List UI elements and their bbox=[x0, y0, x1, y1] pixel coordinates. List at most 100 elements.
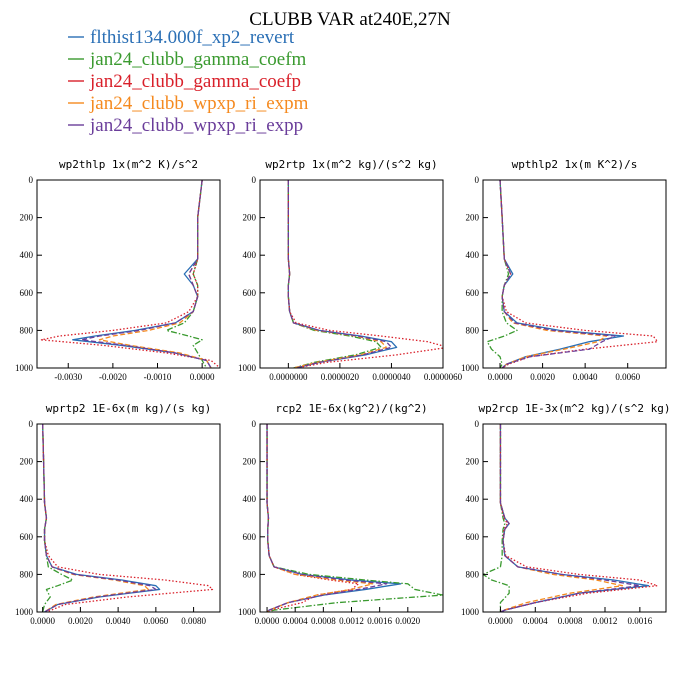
plot-frame bbox=[482, 423, 667, 613]
series-line-jan24-clubb-wpxp-ri-expm bbox=[499, 180, 608, 368]
legend-label-3: jan24_clubb_gamma_coefp bbox=[89, 71, 301, 92]
legend: flthist134.000f_xp2_revert jan24_clubb_ga… bbox=[68, 27, 309, 136]
x-tick-label: 0.0020 bbox=[68, 616, 93, 626]
x-tick-label: 0.0000 bbox=[488, 616, 513, 626]
series-line-jan24-clubb-wpxp-ri-expp bbox=[80, 180, 212, 368]
plot-frame bbox=[259, 423, 444, 613]
panel-6: wp2rcp 1E-3x(m^2 kg)/(s^2 kg) 0 200 400 600 8… bbox=[461, 402, 671, 626]
x-tick-label: 0.0060 bbox=[615, 372, 640, 382]
plot-frame bbox=[482, 179, 667, 369]
y-tick-label: 200 bbox=[243, 213, 257, 223]
series-line-jan24-clubb-gamma-coefp bbox=[42, 424, 214, 612]
x-tick-label: 0.0000 bbox=[488, 372, 513, 382]
y-tick-label: 200 bbox=[20, 457, 34, 467]
x-tick-label: 0.0080 bbox=[181, 616, 206, 626]
x-tick-label: 0.0020 bbox=[395, 616, 420, 626]
panel-1: wp2thlp 1x(m^2 K)/s^2 0 200 400 600 800 1000 -0… bbox=[15, 158, 221, 382]
series-line-flthist134-000f-xp2-revert bbox=[287, 180, 398, 368]
y-tick-label: 400 bbox=[243, 250, 257, 260]
series-line-jan24-clubb-wpxp-ri-expp bbox=[499, 180, 616, 368]
x-tick-label: 0.0008 bbox=[558, 616, 583, 626]
y-tick-label: 800 bbox=[243, 569, 257, 579]
x-tick-label: 0.0012 bbox=[339, 616, 364, 626]
series-line-jan24-clubb-wpxp-ri-expm bbox=[287, 180, 387, 368]
x-tick-label: 0.0016 bbox=[367, 616, 392, 626]
y-tick-label: 600 bbox=[20, 288, 34, 298]
series-line-jan24-clubb-wpxp-ri-expm bbox=[98, 180, 212, 368]
y-tick-label: 0 bbox=[29, 175, 34, 185]
x-tick-label: 0.0020 bbox=[530, 372, 555, 382]
plot-frame bbox=[36, 179, 221, 369]
series-line-jan24-clubb-gamma-coefp bbox=[287, 180, 443, 368]
x-tick-label: 0.0060 bbox=[143, 616, 168, 626]
x-tick-label: 0.0004 bbox=[283, 616, 308, 626]
y-tick-label: 1000 bbox=[238, 607, 257, 617]
y-tick-label: 200 bbox=[243, 457, 257, 467]
x-tick-label: 0.0004 bbox=[523, 616, 548, 626]
series-line-jan24-clubb-gamma-coefm bbox=[483, 424, 510, 612]
series-line-flthist134-000f-xp2-revert bbox=[72, 180, 212, 368]
series-line-jan24-clubb-gamma-coefm bbox=[42, 424, 74, 612]
series-line-jan24-clubb-gamma-coefm bbox=[266, 424, 443, 612]
y-tick-label: 800 bbox=[243, 325, 257, 335]
x-tick-label: -0.0010 bbox=[144, 372, 172, 382]
panel-3: wpthlp2 1x(m K^2)/s 0 200 400 600 800 1000 0.00… bbox=[461, 158, 667, 382]
y-tick-label: 200 bbox=[20, 213, 34, 223]
panel-title: rcp2 1E-6x(kg^2)/(kg^2) bbox=[275, 402, 427, 415]
y-tick-label: 0 bbox=[29, 419, 34, 429]
plot-frame bbox=[259, 179, 444, 369]
x-tick-label: 0.0000020 bbox=[321, 372, 360, 382]
y-tick-label: 600 bbox=[466, 288, 480, 298]
y-tick-label: 600 bbox=[243, 532, 257, 542]
series-line-jan24-clubb-wpxp-ri-expm bbox=[499, 424, 624, 612]
x-tick-label: 0.0000060 bbox=[424, 372, 463, 382]
y-tick-label: 0 bbox=[475, 175, 480, 185]
panel-title: wprtp2 1E-6x(m kg)/(s kg) bbox=[46, 402, 212, 415]
panel-5: rcp2 1E-6x(kg^2)/(kg^2) 0 200 400 600 800 1000… bbox=[238, 402, 444, 626]
legend-label-5: jan24_clubb_wpxp_ri_expp bbox=[89, 115, 303, 136]
panel-title: wp2thlp 1x(m^2 K)/s^2 bbox=[59, 158, 198, 171]
y-tick-label: 0 bbox=[475, 419, 480, 429]
figure-title: CLUBB VAR at240E,27N bbox=[249, 9, 451, 30]
series-line-jan24-clubb-gamma-coefp bbox=[499, 180, 659, 368]
y-tick-label: 0 bbox=[252, 175, 257, 185]
x-tick-label: 0.0040 bbox=[573, 372, 598, 382]
y-tick-label: 400 bbox=[466, 250, 480, 260]
series-line-jan24-clubb-gamma-coefp bbox=[266, 424, 360, 612]
series-line-jan24-clubb-wpxp-ri-expp bbox=[266, 424, 388, 612]
y-tick-label: 1000 bbox=[461, 607, 480, 617]
series-line-jan24-clubb-wpxp-ri-expp bbox=[499, 424, 641, 612]
series-line-jan24-clubb-gamma-coefm bbox=[486, 180, 518, 368]
y-tick-label: 800 bbox=[20, 569, 34, 579]
legend-label-1: flthist134.000f_xp2_revert bbox=[90, 27, 295, 48]
series-line-jan24-clubb-wpxp-ri-expm bbox=[42, 424, 149, 612]
x-tick-label: 0.0000000 bbox=[269, 372, 308, 382]
series-line-jan24-clubb-wpxp-ri-expp bbox=[42, 424, 157, 612]
plot-frame bbox=[36, 423, 221, 613]
panel-4: wprtp2 1E-6x(m kg)/(s kg) 0 200 400 600 800 10… bbox=[15, 402, 221, 626]
y-tick-label: 800 bbox=[466, 325, 480, 335]
y-tick-label: 1000 bbox=[15, 607, 34, 617]
x-tick-label: 0.0016 bbox=[627, 616, 652, 626]
series-line-jan24-clubb-gamma-coefm bbox=[165, 180, 208, 368]
x-tick-label: -0.0030 bbox=[54, 372, 82, 382]
y-tick-label: 200 bbox=[466, 457, 480, 467]
y-tick-label: 800 bbox=[466, 569, 480, 579]
x-tick-label: 0.0000040 bbox=[372, 372, 411, 382]
x-tick-label: 0.0000 bbox=[190, 372, 215, 382]
panels: wp2thlp 1x(m^2 K)/s^2 0 200 400 600 800 1000 -0… bbox=[15, 158, 671, 626]
panel-title: wpthlp2 1x(m K^2)/s bbox=[512, 158, 638, 171]
y-tick-label: 400 bbox=[466, 494, 480, 504]
x-tick-label: 0.0040 bbox=[106, 616, 131, 626]
y-tick-label: 0 bbox=[252, 419, 257, 429]
panel-2: wp2rtp 1x(m^2 kg)/(s^2 kg) 0 200 400 600 800 1… bbox=[238, 158, 463, 382]
y-tick-label: 800 bbox=[20, 325, 34, 335]
series-line-jan24-clubb-wpxp-ri-expp bbox=[287, 180, 393, 368]
x-tick-label: 0.0008 bbox=[311, 616, 336, 626]
x-tick-label: 0.0000 bbox=[30, 616, 55, 626]
y-tick-label: 1000 bbox=[461, 363, 480, 373]
x-tick-label: 0.0000 bbox=[255, 616, 280, 626]
series-line-flthist134-000f-xp2-revert bbox=[499, 180, 625, 368]
series-line-jan24-clubb-gamma-coefp bbox=[40, 180, 220, 368]
